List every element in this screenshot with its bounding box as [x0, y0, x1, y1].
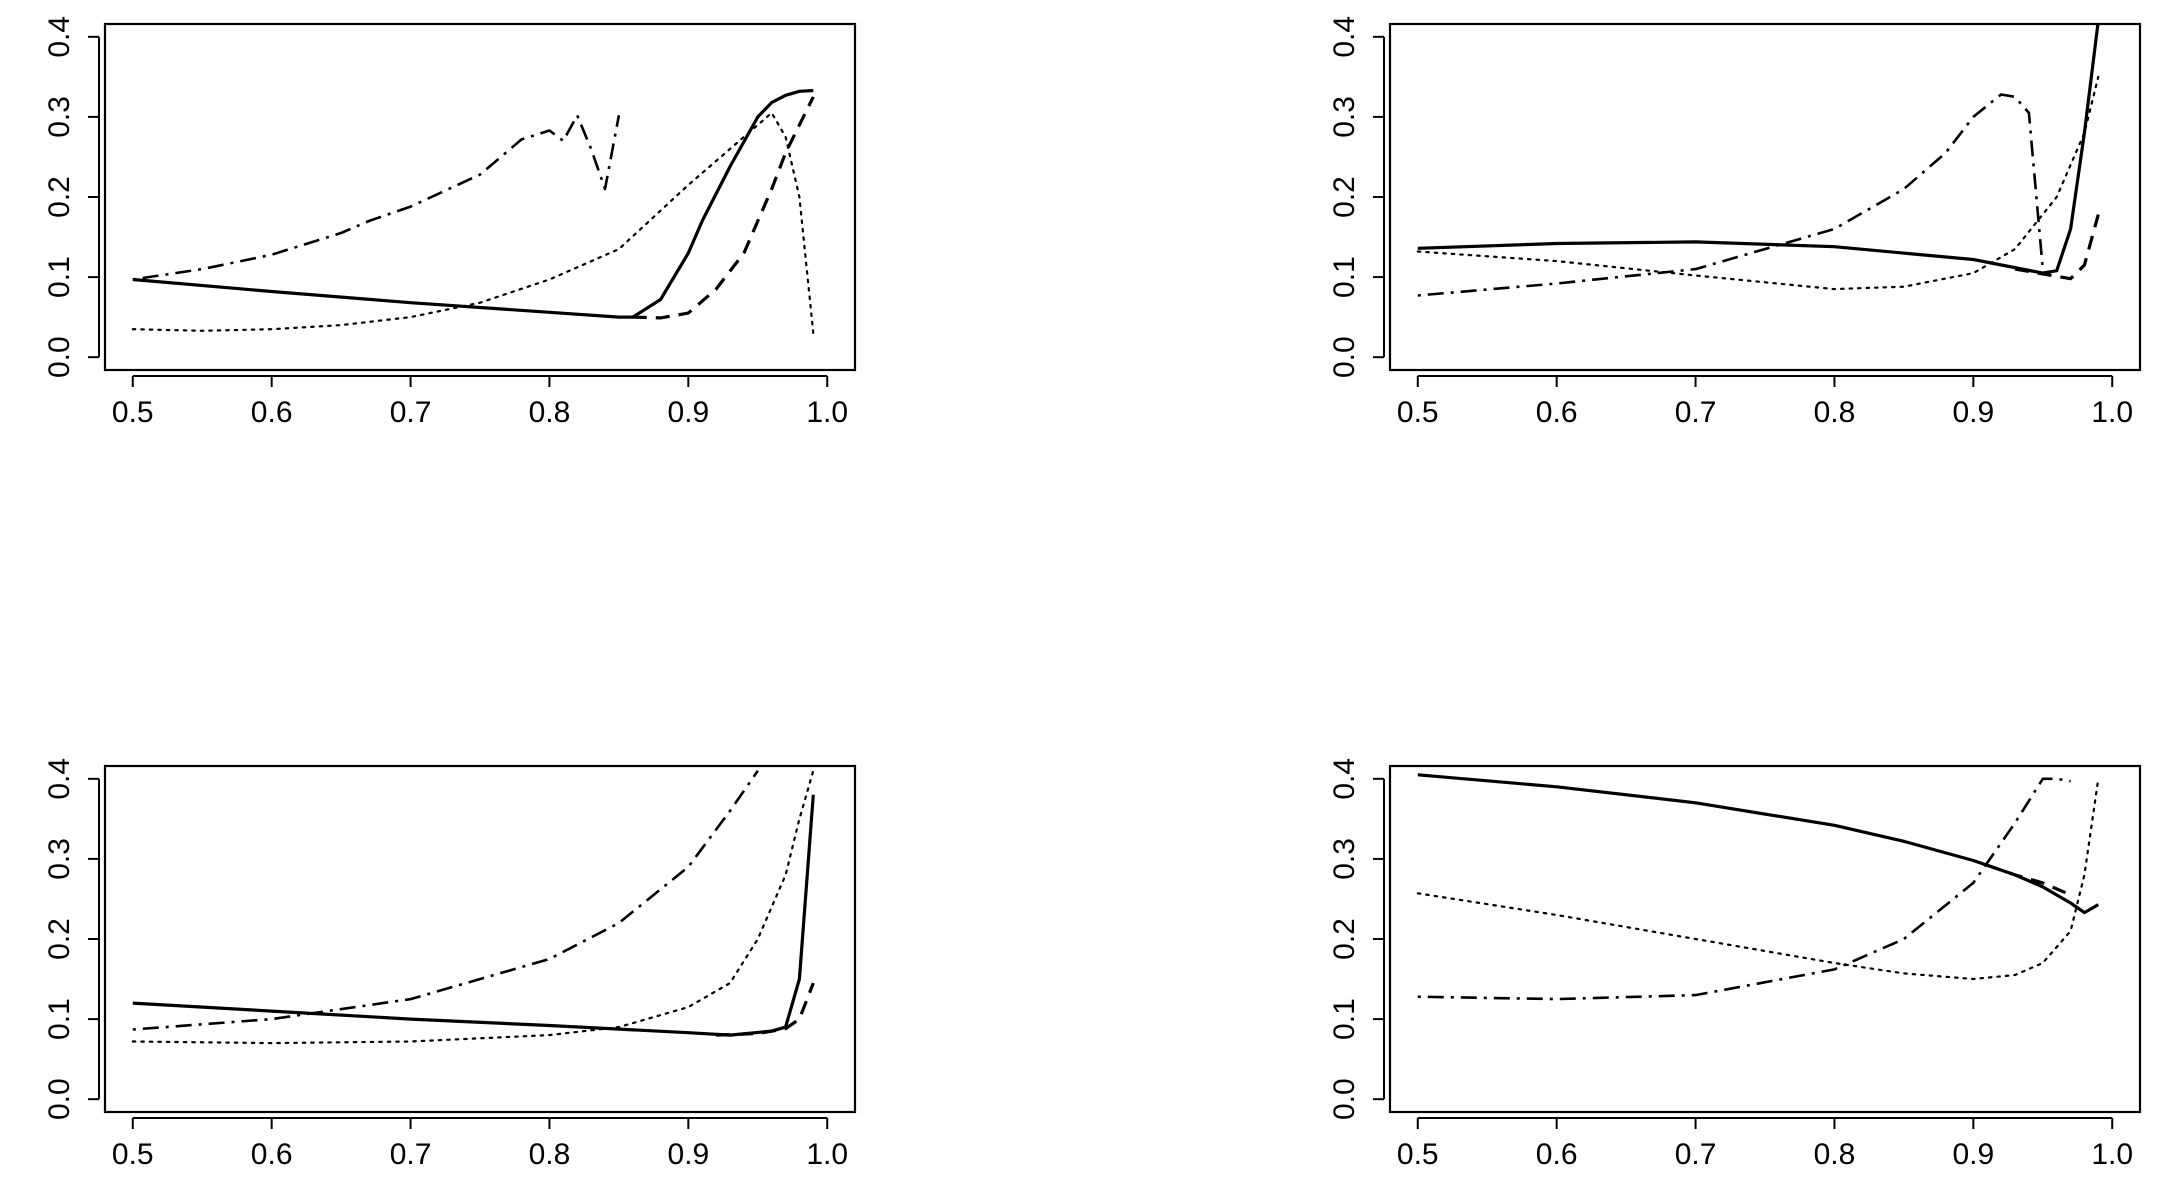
y-tick-label: 0.4	[43, 758, 76, 800]
y-tick-label: 0.0	[43, 1078, 76, 1120]
y-tick-label: 0.3	[43, 96, 76, 138]
y-axis: 0.0 0.1 0.2 0.3 0.4	[43, 758, 100, 1120]
x-tick-label: 0.8	[529, 1138, 571, 1171]
series-line-dashed	[1986, 863, 2072, 897]
series-line-dotted	[131, 769, 815, 1045]
x-axis: 0.5 0.6 0.7 0.8 0.9 1.0	[112, 375, 848, 429]
y-tick-label: 0.2	[43, 918, 76, 960]
x-axis: 0.5 0.6 0.7 0.8 0.9 1.0	[1397, 375, 2133, 429]
x-tick-label: 0.6	[1536, 396, 1578, 429]
x-tick-label: 1.0	[2091, 1138, 2133, 1171]
y-tick-label: 0.1	[1328, 256, 1361, 298]
y-tick-label: 0.4	[43, 16, 76, 58]
y-tick-label: 0.0	[1328, 1078, 1361, 1120]
y-tick-label: 0.3	[1328, 96, 1361, 138]
x-tick-label: 0.9	[667, 396, 709, 429]
plot-frame	[103, 764, 857, 1114]
y-tick-label: 0.1	[43, 998, 76, 1040]
y-axis: 0.0 0.1 0.2 0.3 0.4	[1328, 16, 1385, 378]
x-tick-label: 0.8	[1814, 396, 1856, 429]
series-line-solid	[132, 794, 815, 1037]
y-axis: 0.0 0.1 0.2 0.3 0.4	[1328, 758, 1385, 1120]
x-tick-label: 0.7	[1675, 396, 1717, 429]
x-axis: 0.5 0.6 0.7 0.8 0.9 1.0	[1397, 1117, 2133, 1171]
x-tick-label: 0.5	[112, 396, 154, 429]
y-tick-label: 0.2	[43, 176, 76, 218]
chart-bottom-right: 0.5 0.6 0.7 0.8 0.9 1.0 0.0 0.1 0.2 0.3 0.4	[1328, 758, 2142, 1171]
y-tick-label: 0.4	[1328, 16, 1361, 58]
x-tick-label: 0.8	[529, 396, 571, 429]
y-tick-label: 0.0	[1328, 336, 1361, 378]
series-group	[131, 769, 815, 1045]
y-tick-label: 0.3	[1328, 838, 1361, 880]
series-line-dotted	[131, 111, 815, 335]
plot-frame	[103, 22, 857, 372]
series-line-solid	[1417, 773, 2100, 915]
x-axis: 0.5 0.6 0.7 0.8 0.9 1.0	[112, 1117, 848, 1171]
series-group	[1416, 24, 2100, 297]
series-line-dot-dash	[132, 114, 621, 281]
series-group	[131, 88, 815, 335]
x-tick-label: 0.6	[251, 1138, 293, 1171]
x-tick-label: 1.0	[2091, 396, 2133, 429]
x-tick-label: 0.5	[112, 1138, 154, 1171]
series-line-dot-dash	[1417, 777, 2071, 1001]
y-tick-label: 0.3	[43, 838, 76, 880]
series-group	[1416, 773, 2100, 1001]
x-tick-label: 0.5	[1397, 1138, 1439, 1171]
x-tick-label: 0.7	[1675, 1138, 1717, 1171]
y-tick-label: 0.1	[43, 256, 76, 298]
x-tick-label: 0.7	[390, 396, 432, 429]
series-line-dashed	[2014, 214, 2100, 281]
x-tick-label: 0.6	[1536, 1138, 1578, 1171]
series-line-dotted	[1416, 75, 2100, 291]
y-tick-label: 0.0	[43, 336, 76, 378]
series-line-dashed	[632, 96, 815, 320]
plot-frame	[1388, 22, 2142, 372]
x-tick-label: 0.9	[1952, 396, 1994, 429]
x-tick-label: 1.0	[806, 396, 848, 429]
chart-top-left: 0.5 0.6 0.7 0.8 0.9 1.0 0.0 0.1 0.2 0.3 0.4	[43, 16, 857, 429]
x-tick-label: 0.9	[1952, 1138, 1994, 1171]
y-tick-label: 0.4	[1328, 758, 1361, 800]
x-tick-label: 1.0	[806, 1138, 848, 1171]
x-tick-label: 0.5	[1397, 396, 1439, 429]
series-line-dotted	[1416, 777, 2100, 981]
series-line-dashed	[716, 982, 815, 1037]
x-tick-label: 0.8	[1814, 1138, 1856, 1171]
y-axis: 0.0 0.1 0.2 0.3 0.4	[43, 16, 100, 378]
plot-frame	[1388, 764, 2142, 1114]
x-tick-label: 0.9	[667, 1138, 709, 1171]
series-line-solid	[132, 88, 814, 319]
series-line-dot-dash	[1417, 93, 2045, 297]
series-line-solid	[1417, 24, 2100, 275]
y-tick-label: 0.1	[1328, 998, 1361, 1040]
series-line-dot-dash	[132, 770, 759, 1031]
y-tick-label: 0.2	[1328, 918, 1361, 960]
chart-bottom-left: 0.5 0.6 0.7 0.8 0.9 1.0 0.0 0.1 0.2 0.3 0.4	[43, 758, 857, 1171]
chart-top-right: 0.5 0.6 0.7 0.8 0.9 1.0 0.0 0.1 0.2 0.3 0.4	[1328, 16, 2142, 429]
x-tick-label: 0.6	[251, 396, 293, 429]
x-tick-label: 0.7	[390, 1138, 432, 1171]
y-tick-label: 0.2	[1328, 176, 1361, 218]
